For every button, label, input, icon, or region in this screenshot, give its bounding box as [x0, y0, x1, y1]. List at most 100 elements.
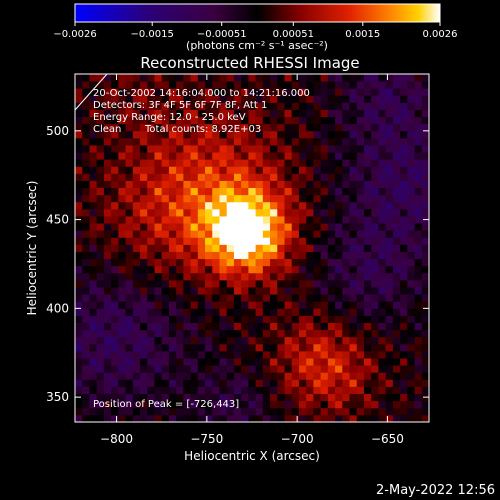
heatmap-cell: [140, 102, 148, 110]
heatmap-cell: [313, 95, 322, 103]
heatmap-cell: [212, 74, 220, 82]
heatmap-cell: [118, 365, 126, 373]
heatmap-cell: [154, 102, 163, 110]
heatmap-cell: [363, 187, 372, 196]
heatmap-cell: [320, 336, 329, 345]
heatmap-cell: [392, 301, 401, 309]
heatmap-cell: [147, 287, 155, 295]
heatmap-cell: [176, 81, 184, 89]
heatmap-cell: [356, 201, 365, 210]
heatmap-cell: [342, 287, 350, 295]
heatmap-cell: [306, 308, 314, 316]
heatmap-cell: [96, 350, 105, 359]
heatmap-cell: [103, 329, 112, 338]
heatmap-cell: [270, 216, 278, 224]
colorbar: [74, 3, 441, 23]
heatmap-cell: [190, 336, 199, 345]
heatmap-cell: [183, 216, 191, 224]
heatmap-cell: [363, 350, 372, 359]
heatmap-cell: [147, 180, 155, 189]
heatmap-cell: [327, 116, 336, 125]
heatmap-cell: [132, 414, 141, 423]
heatmap-cell: [168, 109, 177, 118]
heatmap-cell: [75, 329, 83, 338]
heatmap-cell: [103, 244, 112, 252]
heatmap-cell: [161, 336, 170, 345]
heatmap-cell: [356, 407, 365, 416]
heatmap-cell: [378, 237, 387, 245]
heatmap-cell: [342, 379, 350, 387]
heatmap-cell: [378, 258, 387, 267]
heatmap-cell: [248, 287, 257, 295]
heatmap-cell: [75, 358, 83, 366]
heatmap-cell: [313, 258, 322, 267]
heatmap-cell: [161, 379, 170, 387]
heatmap-cell: [190, 159, 199, 167]
heatmap-cell: [262, 109, 271, 118]
heatmap-cell: [205, 350, 213, 359]
heatmap-cell: [262, 145, 271, 153]
heatmap-cell: [118, 279, 126, 288]
heatmap-cell: [205, 265, 213, 274]
heatmap-cell: [414, 393, 423, 402]
heatmap-cell: [103, 194, 112, 203]
heatmap-cell: [298, 159, 307, 167]
heatmap-cell: [205, 230, 213, 238]
heatmap-cell: [161, 315, 170, 323]
heatmap-cell: [82, 343, 90, 352]
heatmap-cell: [349, 230, 358, 238]
heatmap-cell: [306, 216, 314, 224]
heatmap-cell: [248, 173, 257, 181]
total-counts-label: Total counts: 8.92E+03: [144, 124, 261, 135]
heatmap-cell: [349, 88, 358, 96]
heatmap-cell: [154, 386, 163, 394]
heatmap-cell: [176, 301, 184, 309]
heatmap-cell: [363, 372, 372, 380]
heatmap-cell: [298, 81, 307, 89]
heatmap-cell: [241, 386, 249, 394]
heatmap-cell: [241, 244, 249, 252]
heatmap-cell: [132, 237, 141, 245]
heatmap-cell: [270, 74, 278, 82]
heatmap-cell: [262, 173, 271, 181]
heatmap-cell: [248, 251, 257, 260]
heatmap-cell: [96, 308, 105, 316]
heatmap-cell: [147, 258, 155, 267]
heatmap-cell: [147, 223, 155, 231]
heatmap-cell: [255, 74, 264, 82]
heatmap-cell: [82, 137, 90, 146]
heatmap-cell: [168, 350, 177, 359]
heatmap-cell: [306, 130, 314, 139]
heatmap-cell: [385, 152, 394, 160]
heatmap-cell: [89, 301, 98, 309]
heatmap-cell: [270, 251, 278, 260]
heatmap-cell: [183, 379, 191, 387]
heatmap-cell: [335, 194, 343, 203]
heatmap-cell: [356, 173, 365, 181]
heatmap-cell: [190, 407, 199, 416]
heatmap-cell: [327, 343, 336, 352]
heatmap-cell: [168, 152, 177, 160]
heatmap-cell: [219, 336, 228, 345]
heatmap-cell: [111, 152, 119, 160]
heatmap-cell: [255, 379, 264, 387]
heatmap-cell: [176, 194, 184, 203]
heatmap-cell: [125, 322, 134, 331]
heatmap-cell: [132, 315, 141, 323]
heatmap-cell: [168, 201, 177, 210]
heatmap-cell: [277, 88, 285, 96]
heatmap-cell: [168, 365, 177, 373]
heatmap-cell: [233, 230, 242, 238]
heatmap-cell: [125, 244, 134, 252]
heatmap-cell: [392, 372, 401, 380]
heatmap-cell: [147, 329, 155, 338]
heatmap-cell: [342, 414, 350, 423]
heatmap-cell: [140, 88, 148, 96]
heatmap-cell: [140, 258, 148, 267]
heatmap-cell: [277, 130, 285, 139]
heatmap-cell: [248, 187, 257, 196]
heatmap-cell: [277, 123, 285, 132]
heatmap-cell: [248, 407, 257, 416]
heatmap-cell: [118, 237, 126, 245]
heatmap-cell: [233, 365, 242, 373]
